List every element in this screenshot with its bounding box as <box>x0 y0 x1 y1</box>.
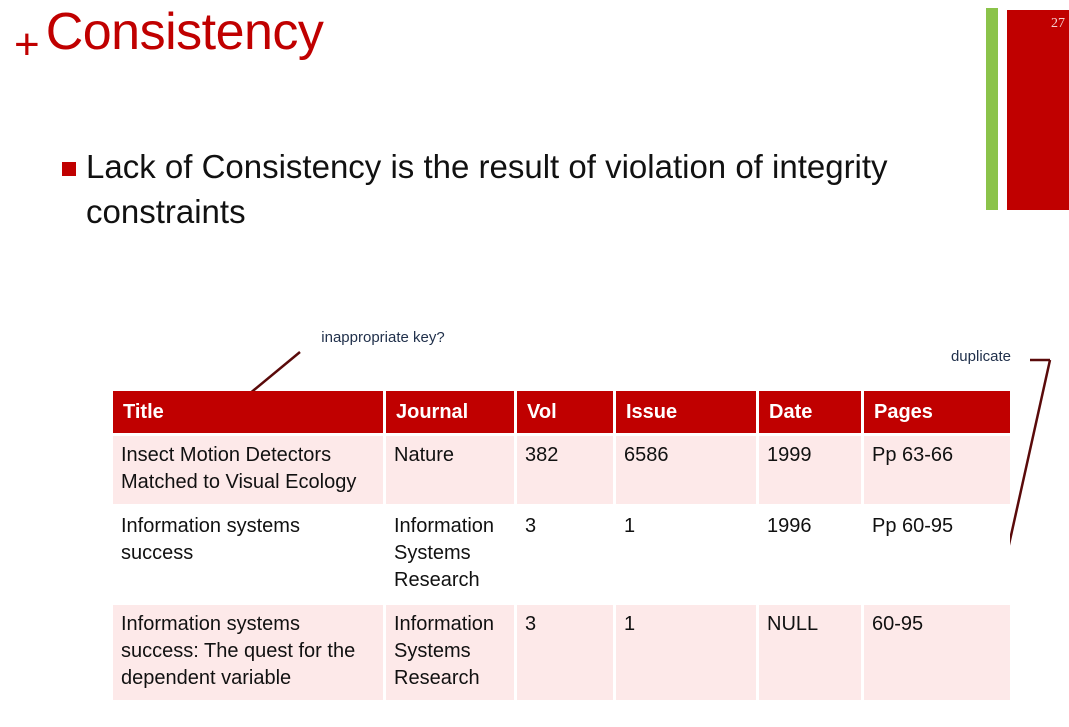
cell-journal: Information Systems Research <box>386 605 514 700</box>
cell-vol: 3 <box>517 507 613 602</box>
cell-date: NULL <box>759 605 861 700</box>
cell-journal: Information Systems Research <box>386 507 514 602</box>
cell-pages: Pp 60-95 <box>864 507 1010 602</box>
cell-vol: 3 <box>517 605 613 700</box>
cell-pages: Pp 63-66 <box>864 436 1010 504</box>
cell-title: Information systems success <box>113 507 383 602</box>
cell-issue: 1 <box>616 507 756 602</box>
slide-number: 27 <box>1007 10 1069 210</box>
records-table: Title Journal Vol Issue Date Pages Insec… <box>110 388 1013 703</box>
cell-date: 1999 <box>759 436 861 504</box>
slide-title-area: + Consistency <box>14 2 324 70</box>
column-header-title: Title <box>113 391 383 433</box>
cell-title: Insect Motion Detectors Matched to Visua… <box>113 436 383 504</box>
cell-pages: 60-95 <box>864 605 1010 700</box>
cell-issue: 1 <box>616 605 756 700</box>
table-header-row: Title Journal Vol Issue Date Pages <box>113 391 1010 433</box>
column-header-pages: Pages <box>864 391 1010 433</box>
cell-journal: Nature <box>386 436 514 504</box>
annotation-duplicate: duplicate <box>950 348 1012 365</box>
bullet-text: Lack of Consistency is the result of vio… <box>86 148 888 230</box>
cell-vol: 382 <box>517 436 613 504</box>
cell-issue: 6586 <box>616 436 756 504</box>
green-accent-bar <box>986 8 998 210</box>
annotation-inappropriate-key: inappropriate key? <box>321 329 445 346</box>
plus-icon: + <box>14 19 40 69</box>
slide-title: Consistency <box>45 3 324 61</box>
cell-date: 1996 <box>759 507 861 602</box>
bullet-square-icon <box>62 162 76 176</box>
table-row: Information systems success Information … <box>113 507 1010 602</box>
cell-title: Information systems success: The quest f… <box>113 605 383 700</box>
table-row: Insect Motion Detectors Matched to Visua… <box>113 436 1010 504</box>
column-header-journal: Journal <box>386 391 514 433</box>
table-row: Information systems success: The quest f… <box>113 605 1010 700</box>
column-header-date: Date <box>759 391 861 433</box>
column-header-issue: Issue <box>616 391 756 433</box>
bullet-point: Lack of Consistency is the result of vio… <box>62 144 942 234</box>
column-header-vol: Vol <box>517 391 613 433</box>
